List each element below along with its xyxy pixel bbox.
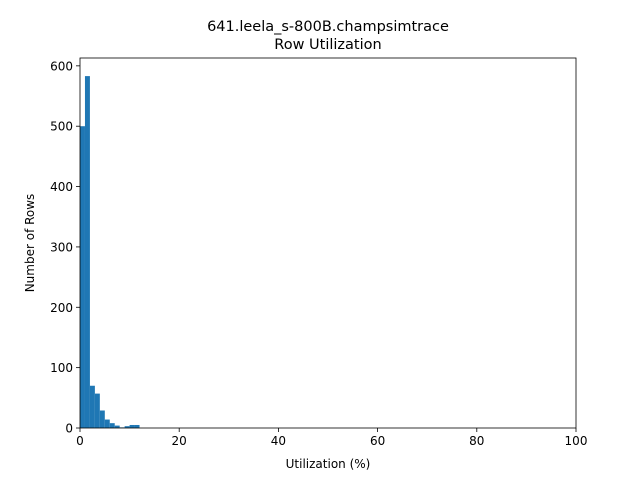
histogram-bar: [99, 410, 105, 428]
histogram-bar: [129, 424, 135, 428]
histogram-bar: [80, 126, 85, 429]
y-tick-label: 300: [50, 240, 73, 254]
histogram-bar: [114, 425, 120, 428]
y-tick-label: 400: [50, 180, 73, 194]
x-tick-label: 80: [469, 434, 484, 448]
plot-frame: [79, 57, 577, 429]
y-tick-label: 600: [50, 59, 73, 73]
histogram-bar: [134, 424, 140, 428]
x-tick-label: 20: [172, 434, 187, 448]
y-tick-label: 200: [50, 301, 73, 315]
histogram-bar: [109, 423, 115, 428]
y-axis: 0 100 200 300 400 500 600: [50, 59, 80, 436]
x-axis: 0 20 40 60 80 100: [76, 428, 587, 448]
histogram-bar: [104, 419, 110, 428]
x-axis-label: Utilization (%): [286, 457, 371, 471]
histogram-bar: [89, 385, 95, 428]
x-tick-label: 0: [76, 434, 84, 448]
x-tick-label: 100: [565, 434, 588, 448]
y-tick-label: 500: [50, 120, 73, 134]
histogram-bar: [84, 76, 90, 428]
y-tick-label: 0: [65, 422, 73, 436]
histogram-bar: [94, 393, 100, 428]
histogram-bar: [124, 426, 130, 428]
y-tick-label: 100: [50, 361, 73, 375]
y-axis-label: Number of Rows: [23, 194, 37, 293]
x-tick-label: 40: [271, 434, 286, 448]
chart-title: 641.leela_s-800B.champsimtrace: [207, 19, 449, 35]
bars-group: [80, 76, 140, 429]
chart-subtitle: Row Utilization: [274, 37, 381, 53]
x-tick-label: 60: [370, 434, 385, 448]
